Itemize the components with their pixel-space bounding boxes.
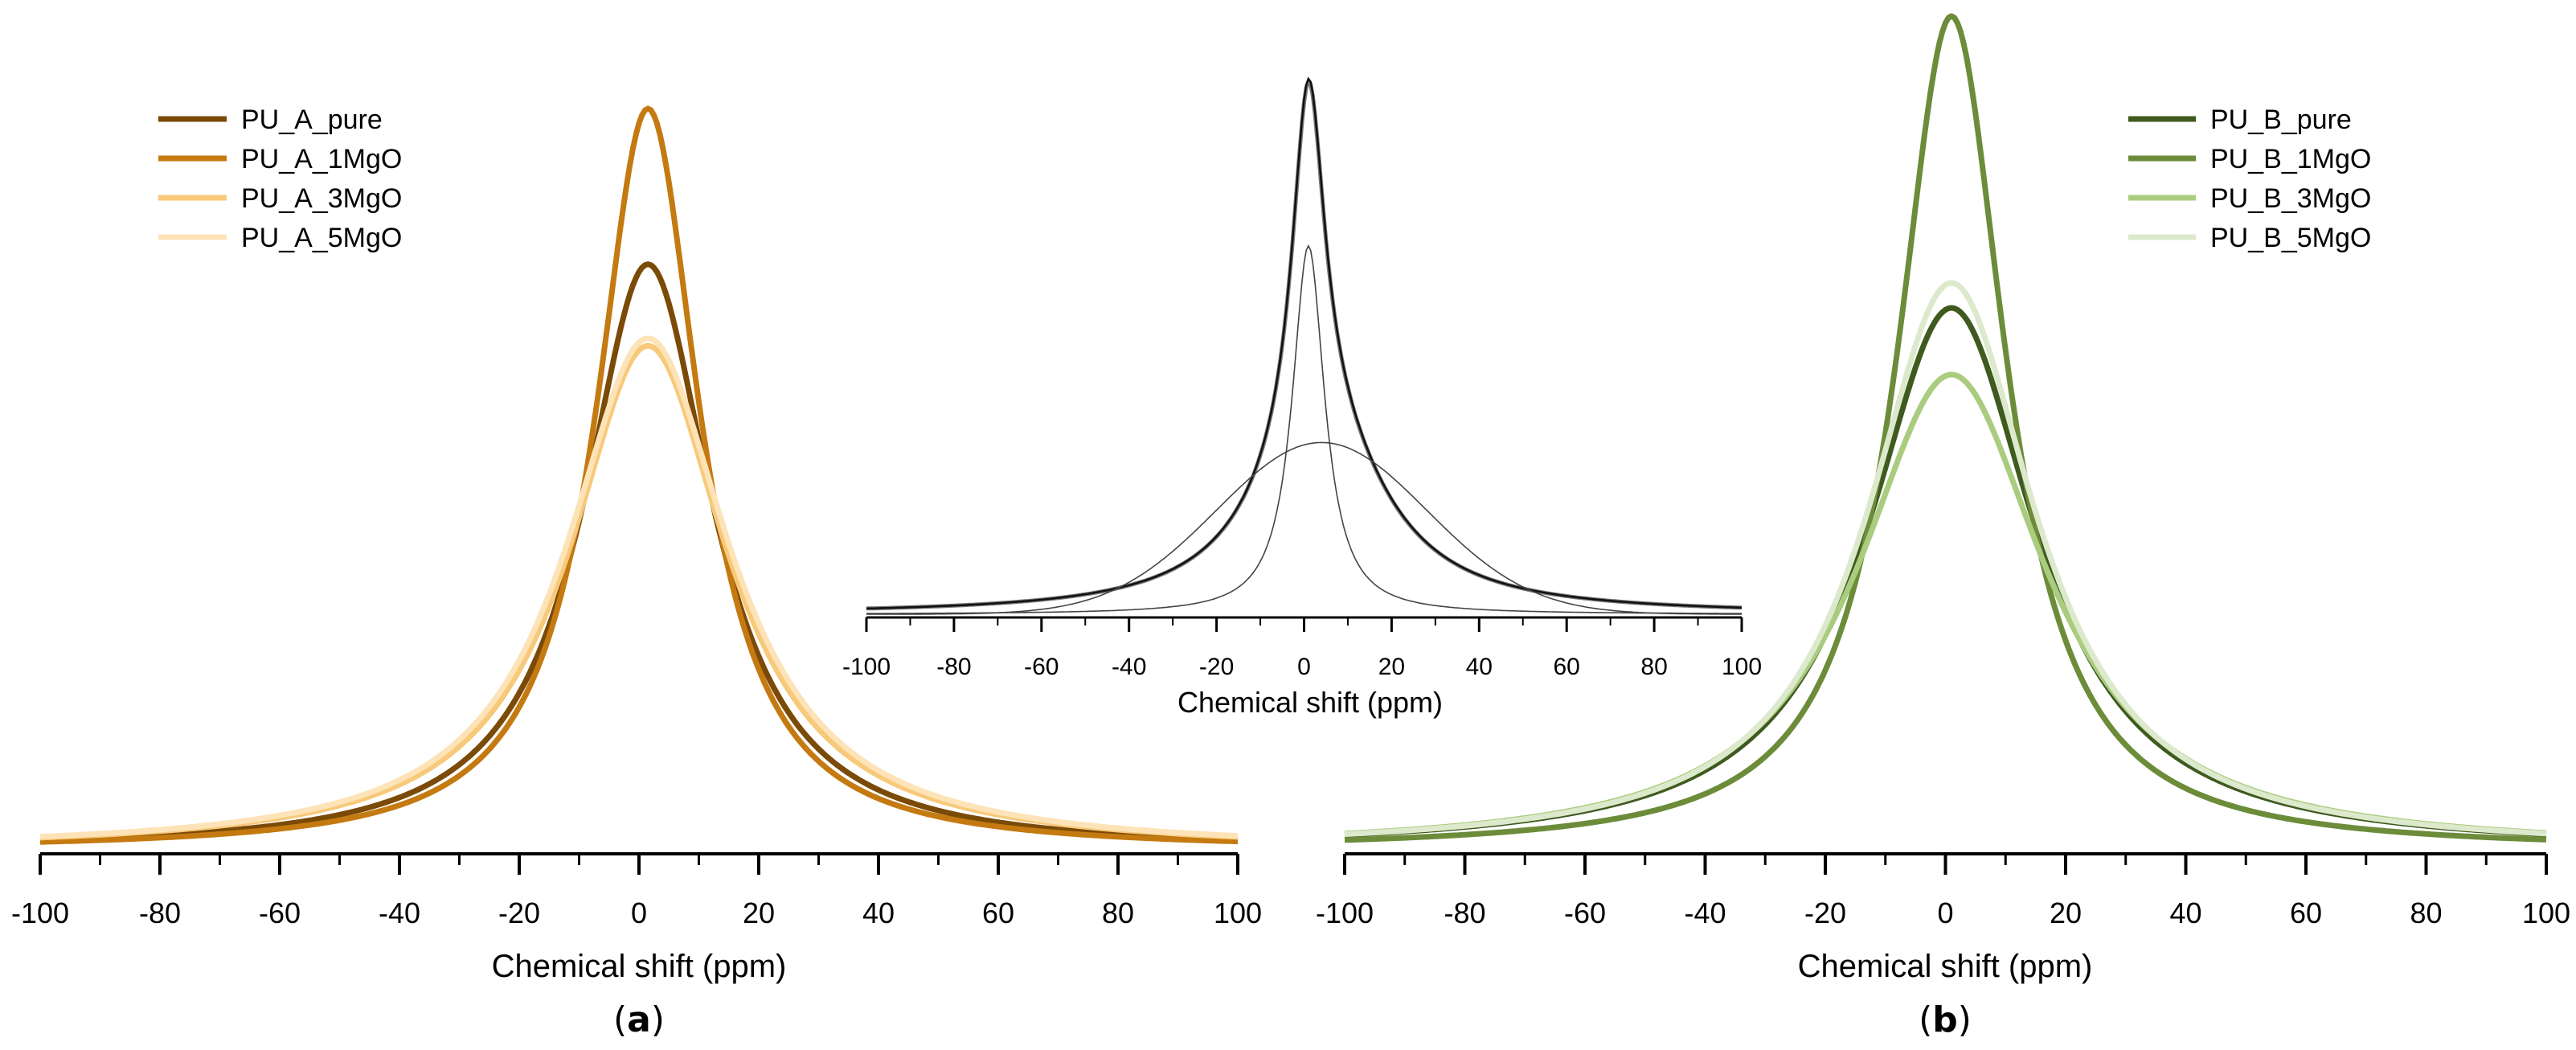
x-tick-label: 20 xyxy=(743,896,775,929)
panel-b-label-letter: b xyxy=(1932,999,1958,1040)
panel-a-tick-labels: -100 -80 -60 -40 -20 0 20 40 60 80 100 xyxy=(11,896,1262,929)
x-tick-label: -80 xyxy=(139,896,181,929)
x-tick-label: 40 xyxy=(862,896,895,929)
series-line-pu-a-1mgo xyxy=(39,105,1239,845)
legend-label: PU_A_5MgO xyxy=(241,223,402,253)
x-tick-label: 40 xyxy=(2169,896,2201,929)
inset-narrow-component-line xyxy=(866,244,1743,614)
x-tick-label: -60 xyxy=(1024,654,1059,680)
legend-item: PU_A_1MgO xyxy=(158,144,402,174)
x-tick-label: 100 xyxy=(1722,654,1762,680)
x-tick-label: -100 xyxy=(842,654,891,680)
panel-a-series-group xyxy=(39,105,1239,845)
x-tick-label: 60 xyxy=(1554,654,1580,680)
x-tick-label: 80 xyxy=(2410,896,2442,929)
inset-x-axis-title: Chemical shift (ppm) xyxy=(1177,686,1443,719)
legend-item: PU_B_1MgO xyxy=(2128,144,2371,174)
x-tick-label: 80 xyxy=(1102,896,1134,929)
panel-b-label: (b) xyxy=(1919,999,1972,1040)
panel-a-legend: PU_A_pure PU_A_1MgO PU_A_3MgO PU_A_5MgO xyxy=(158,105,402,253)
panel-a-label-letter: a xyxy=(627,999,651,1040)
legend-item: PU_A_3MgO xyxy=(158,183,402,214)
x-tick-label: -40 xyxy=(1112,654,1146,680)
legend-label: PU_A_pure xyxy=(241,105,383,135)
panel-b-x-axis-title: Chemical shift (ppm) xyxy=(1798,949,2093,984)
x-tick-label: -80 xyxy=(1444,896,1485,929)
x-tick-label: 60 xyxy=(982,896,1014,929)
x-tick-label: -40 xyxy=(379,896,420,929)
panel-b: -100 -80 -60 -40 -20 0 20 40 60 80 100 Chemical sh… xyxy=(1316,13,2570,1040)
inset-broad-component-line xyxy=(866,441,1742,615)
inset-series-group xyxy=(866,76,1743,615)
panel-a-x-axis-title: Chemical shift (ppm) xyxy=(492,949,787,984)
series-line-pu-a-3mgo xyxy=(39,342,1239,841)
inset-tick-labels: -100 -80 -60 -40 -20 0 20 40 60 80 100 xyxy=(842,654,1762,680)
legend-label: PU_A_3MgO xyxy=(241,183,402,214)
series-line-pu-a-pure xyxy=(39,261,1239,843)
x-tick-label: -20 xyxy=(1199,654,1234,680)
x-tick-label: -100 xyxy=(11,896,69,929)
series-line-pu-b-3mgo xyxy=(1344,371,2547,837)
series-line-pu-a-5mgo xyxy=(39,335,1239,840)
legend-item: PU_A_pure xyxy=(158,105,383,135)
x-tick-label: -40 xyxy=(1684,896,1726,929)
legend-label: PU_B_pure xyxy=(2210,105,2352,135)
panel-b-series-group xyxy=(1344,13,2547,843)
inset-x-ticks xyxy=(865,617,1743,632)
inset-plot: -100 -80 -60 -40 -20 0 20 40 60 80 100 Chemical sh… xyxy=(842,76,1762,719)
x-tick-label: 60 xyxy=(2290,896,2322,929)
inset-measured-line xyxy=(866,76,1743,610)
x-tick-label: 40 xyxy=(1466,654,1493,680)
x-tick-label: 100 xyxy=(2522,896,2570,929)
legend-item: PU_B_3MgO xyxy=(2128,183,2371,214)
legend-item: PU_B_5MgO xyxy=(2128,223,2371,253)
x-tick-label: 100 xyxy=(1214,896,1262,929)
x-tick-label: 20 xyxy=(1378,654,1405,680)
x-tick-label: -20 xyxy=(1804,896,1846,929)
x-tick-label: 80 xyxy=(1640,654,1667,680)
legend-label: PU_A_1MgO xyxy=(241,144,402,174)
legend-label: PU_B_1MgO xyxy=(2210,144,2371,174)
x-tick-label: -100 xyxy=(1316,896,1374,929)
x-tick-label: 0 xyxy=(631,896,647,929)
panel-b-x-ticks xyxy=(1343,854,2548,875)
panel-a-label: (a) xyxy=(613,999,665,1040)
x-tick-label: -60 xyxy=(1564,896,1606,929)
x-tick-label: 0 xyxy=(1937,896,1953,929)
x-tick-label: -60 xyxy=(259,896,301,929)
x-tick-label: -20 xyxy=(498,896,540,929)
panel-a-x-ticks xyxy=(39,854,1239,875)
inset-fitted-sum-line xyxy=(866,76,1742,611)
panel-b-legend: PU_B_pure PU_B_1MgO PU_B_3MgO PU_B_5MgO xyxy=(2128,105,2371,253)
series-line-pu-b-5mgo xyxy=(1344,280,2547,838)
series-line-pu-b-pure xyxy=(1344,305,2547,838)
x-tick-label: -80 xyxy=(936,654,971,680)
legend-item: PU_B_pure xyxy=(2128,105,2352,135)
legend-label: PU_B_3MgO xyxy=(2210,183,2371,214)
panel-a: -100 -80 -60 -40 -20 0 20 40 60 80 100 Chemical sh… xyxy=(11,105,1262,1040)
panel-b-tick-labels: -100 -80 -60 -40 -20 0 20 40 60 80 100 xyxy=(1316,896,2570,929)
legend-label: PU_B_5MgO xyxy=(2210,223,2371,253)
legend-item: PU_A_5MgO xyxy=(158,223,402,253)
x-tick-label: 0 xyxy=(1297,654,1311,680)
series-line-pu-b-1mgo xyxy=(1344,13,2547,843)
x-tick-label: 20 xyxy=(2050,896,2082,929)
